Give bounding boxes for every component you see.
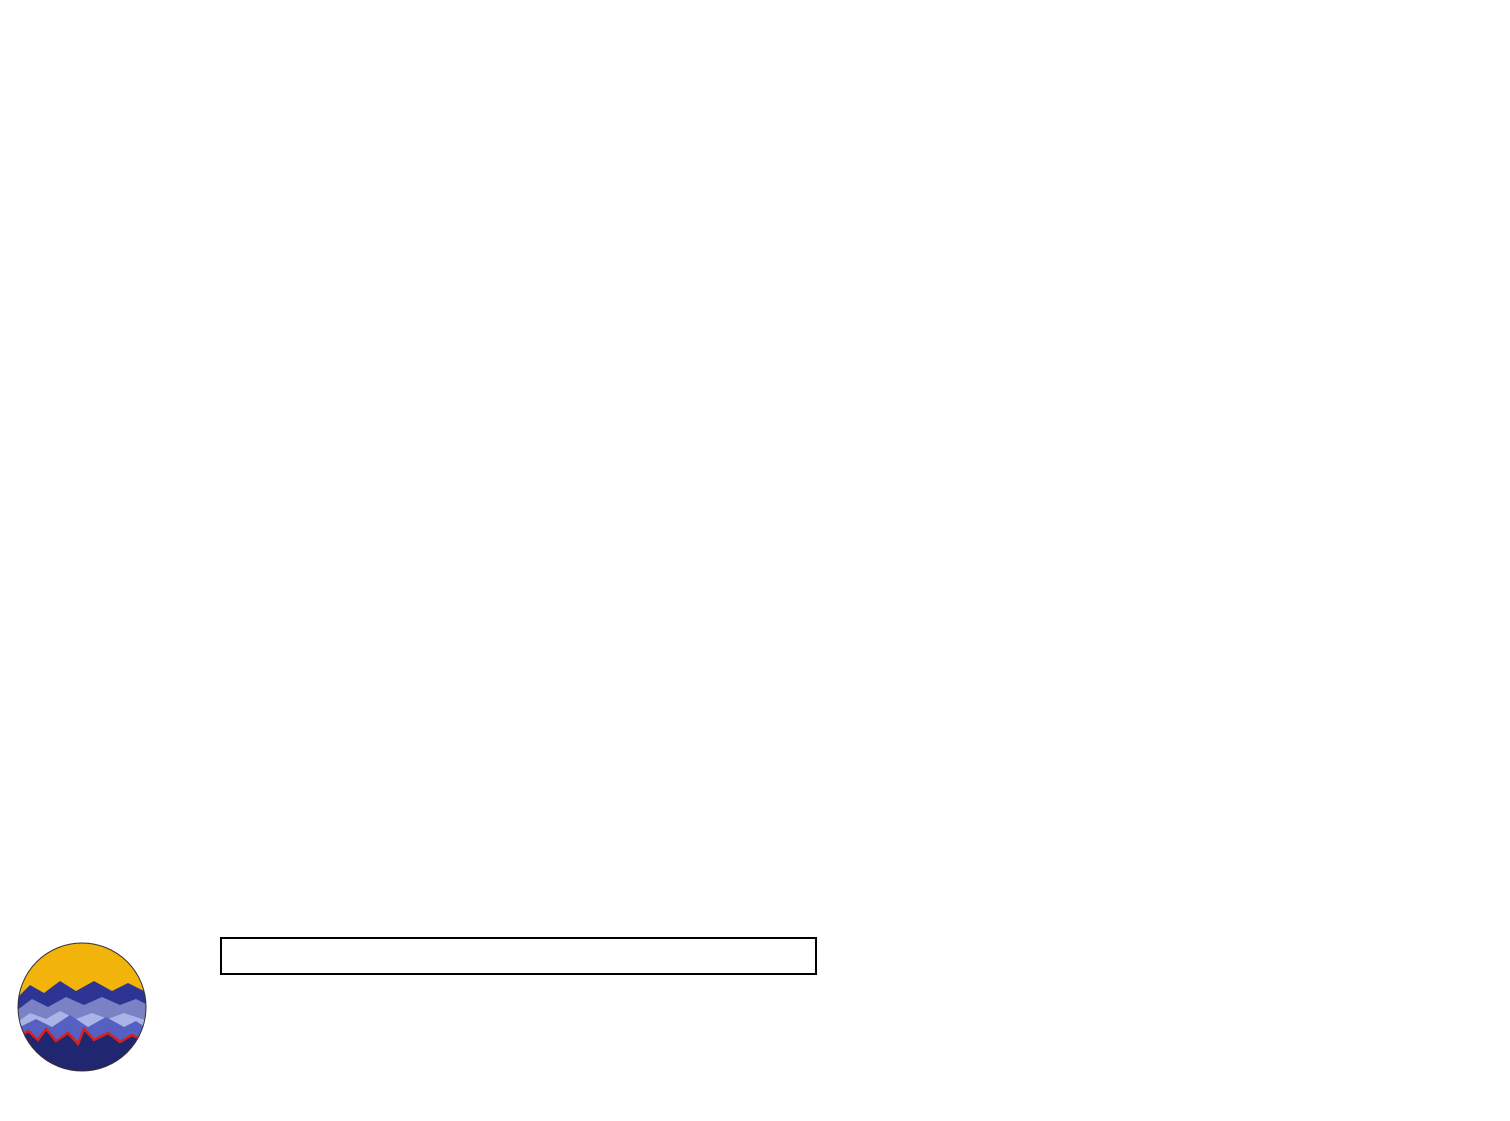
ncics-logo xyxy=(17,942,147,1072)
kelvin-legend-line xyxy=(1313,961,1389,965)
low-legend-line xyxy=(1087,1003,1163,1007)
colorbar-cells xyxy=(220,937,817,975)
mjo-legend-line xyxy=(1087,961,1163,965)
logo-red-ridgeline xyxy=(18,1026,146,1047)
logo-border xyxy=(17,942,147,1072)
colorbar xyxy=(220,937,820,1017)
er-legend-line xyxy=(1313,1003,1389,1007)
